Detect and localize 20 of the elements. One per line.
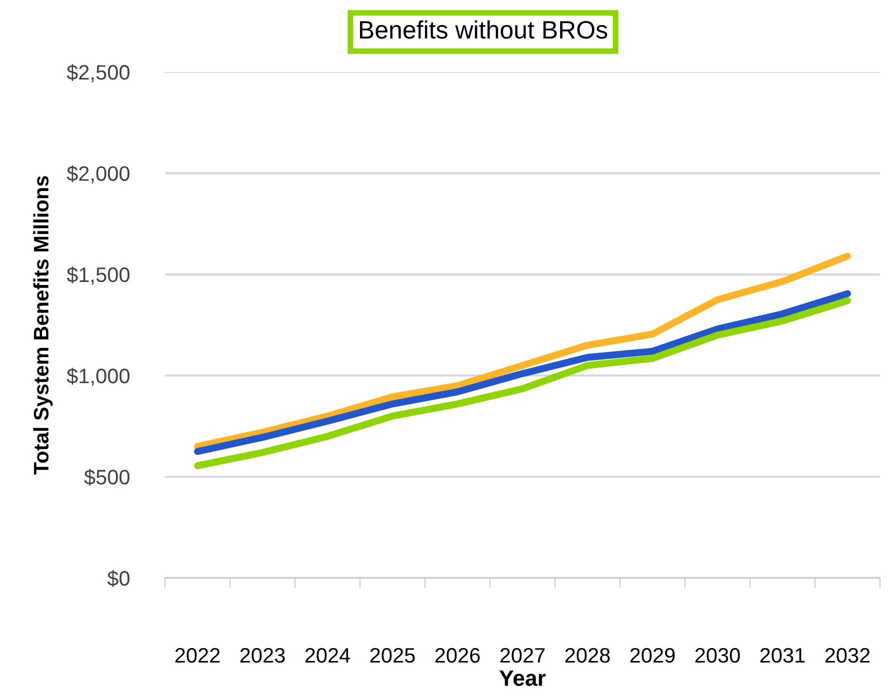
x-tick-label: 2030 xyxy=(695,648,740,663)
y-tick-label: $2,000 xyxy=(66,165,130,184)
y-tick-label: $1,000 xyxy=(66,368,130,386)
y-tick-label: $2,500 xyxy=(66,64,130,82)
x-tick-label: 2026 xyxy=(435,648,480,663)
x-axis-title: Year xyxy=(499,670,546,686)
y-tick-label: $0 xyxy=(107,570,130,587)
chart-title: Benefits without BROs xyxy=(360,20,608,39)
y-tick-label: $500 xyxy=(84,468,130,486)
x-tick-label: 2031 xyxy=(760,648,805,663)
y-tick-label: $1,500 xyxy=(66,266,130,285)
y-axis-title: Total System Benefits Millions xyxy=(33,176,53,474)
x-tick-label: 2028 xyxy=(565,648,610,663)
x-tick-label: 2022 xyxy=(175,648,220,663)
x-tick-label: 2023 xyxy=(240,648,285,663)
x-tick-label: 2029 xyxy=(630,648,675,663)
x-tick-label: 2032 xyxy=(825,648,870,663)
x-tick-label: 2027 xyxy=(500,648,545,663)
x-tick-label: 2025 xyxy=(370,648,415,663)
x-tick-label: 2024 xyxy=(305,648,350,663)
